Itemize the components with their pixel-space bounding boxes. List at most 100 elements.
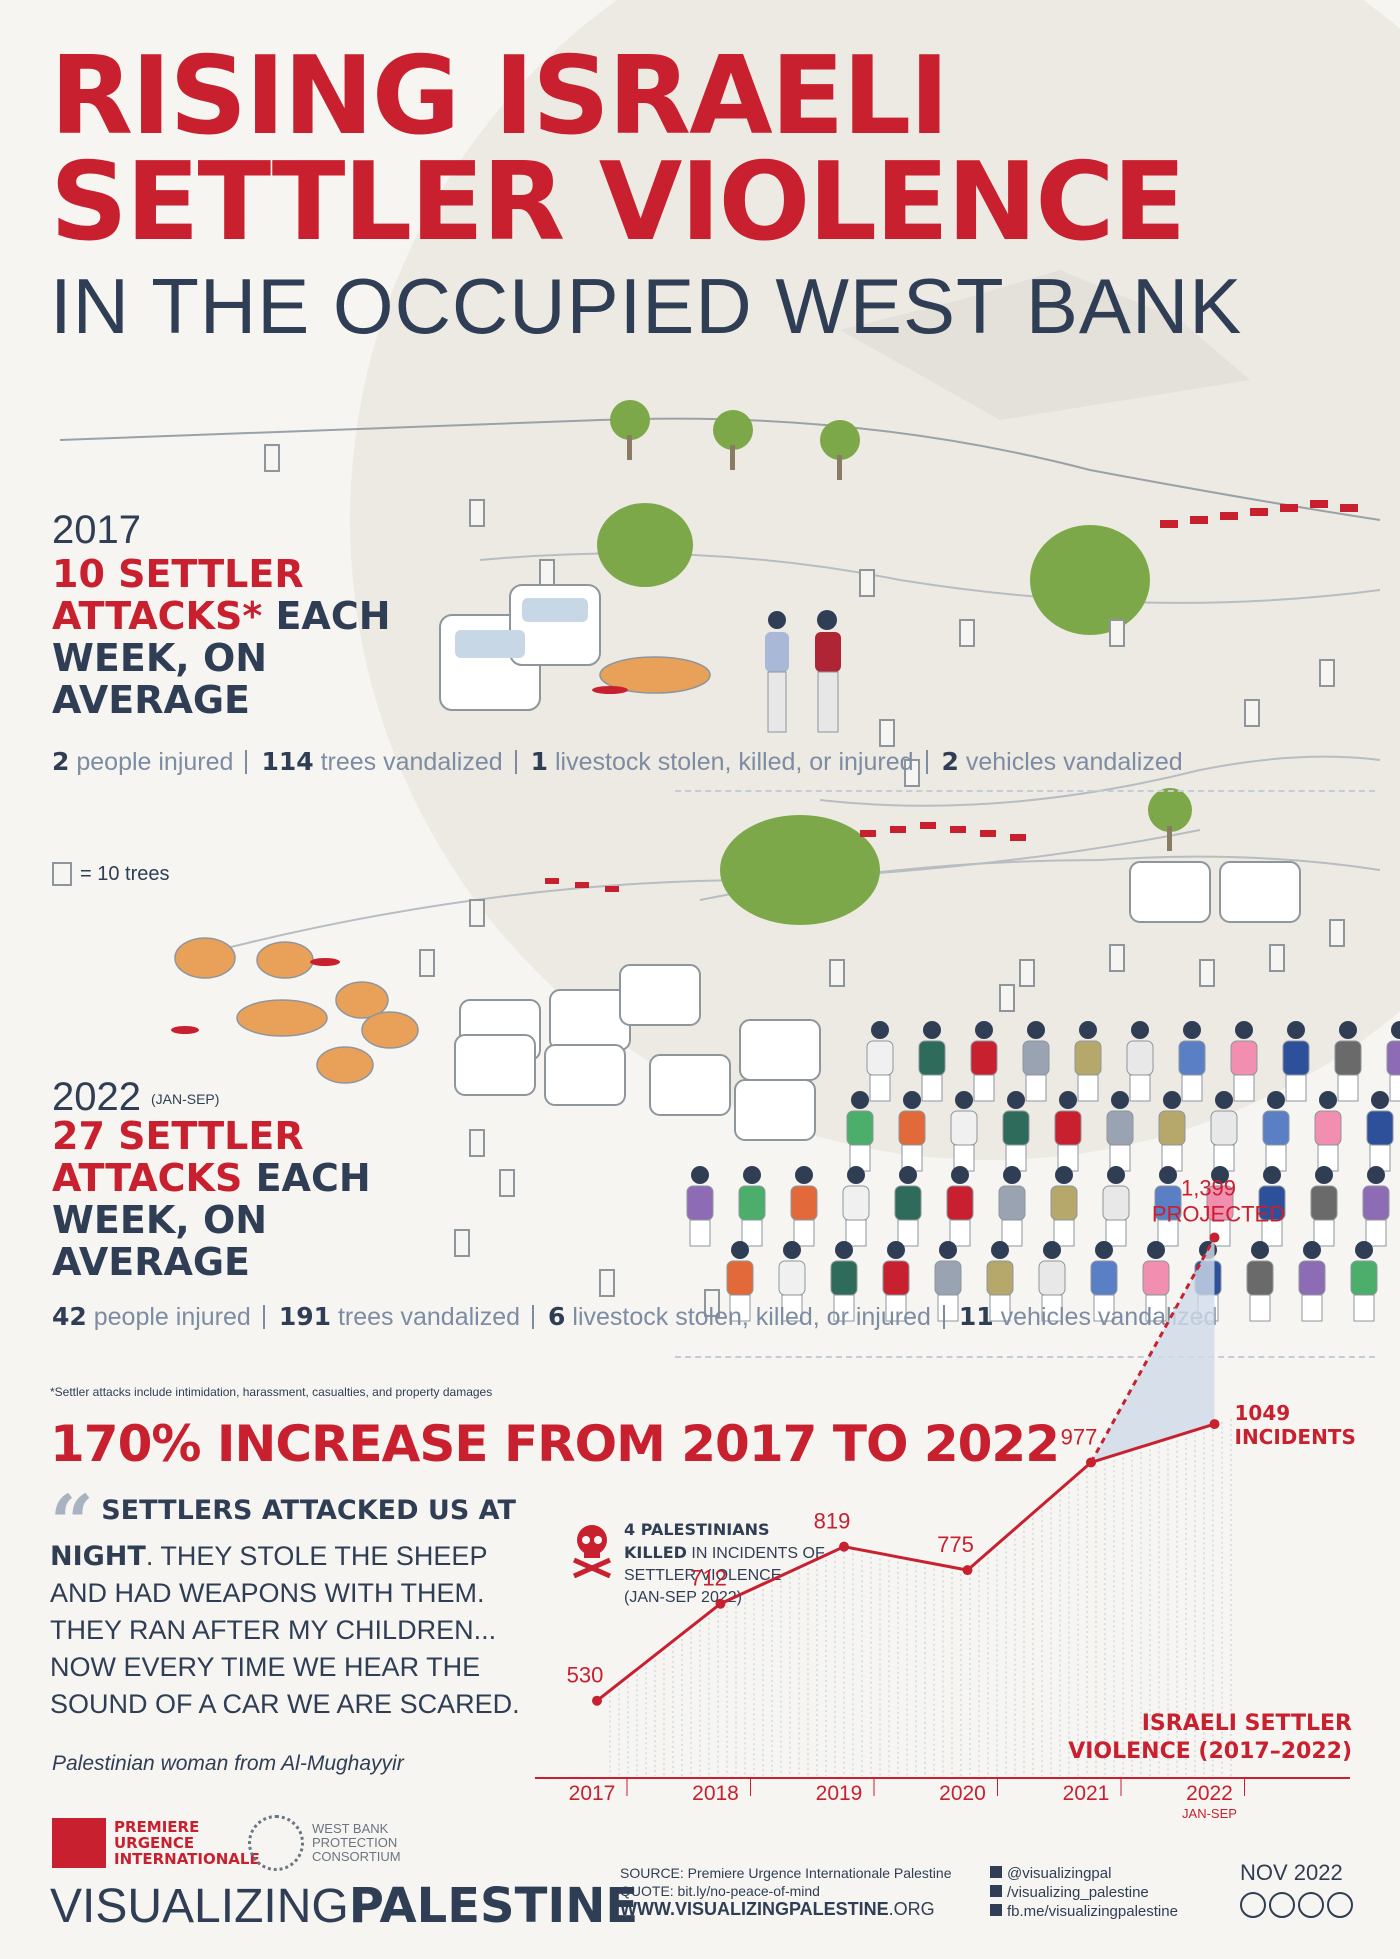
data-point-2019 [839,1541,849,1552]
stats-2017: 2 people injured 114 trees vandalized 1 … [52,749,1209,775]
person-legs [1041,1294,1063,1322]
value-label-2017: 530 [567,1663,604,1688]
wbpc-name: WEST BANK PROTECTION CONSORTIUM [312,1821,401,1864]
person-head [783,1241,801,1259]
stat-livestock: 6 livestock stolen, killed, or injured [548,1304,945,1330]
person-legs [1105,1219,1127,1247]
x-note-label: JAN-SEP [1182,1806,1237,1821]
person-head [923,1021,941,1039]
stat-trees-vandalized: 191 trees vandalized [279,1304,535,1330]
person-head [1055,1166,1073,1184]
person-head [1043,1241,1061,1259]
person-head [951,1166,969,1184]
person-legs [1181,1074,1203,1102]
tree-legend: = 10 trees [52,862,170,886]
person-head [1267,1091,1285,1109]
person-head [1367,1166,1385,1184]
person-head [939,1241,957,1259]
person-head [1303,1241,1321,1259]
person-legs [1077,1074,1099,1102]
people-2017 [765,610,841,733]
skull-icon [570,1522,614,1582]
person-legs [1365,1219,1387,1247]
data-point-2017 [592,1695,602,1706]
headline-2017-navy: EACH WEEK, ON AVERAGE [52,594,391,722]
person-legs [1157,1219,1179,1247]
brand-bold: PALESTINE [348,1878,639,1934]
quote-rest: . THEY STOLE THE SHEEP AND HAD WEAPONS W… [50,1541,520,1719]
person-head [1159,1166,1177,1184]
person-head [691,1166,709,1184]
title-line-2: SETTLER VIOLENCE [50,140,1186,265]
value-label-2021: 977 [1061,1424,1098,1449]
person-legs [1053,1219,1075,1247]
person-head [847,1166,865,1184]
person-legs [885,1294,907,1322]
person-head [1319,1091,1337,1109]
person-head [731,1241,749,1259]
x-tick-2017: 2017 [569,1782,616,1805]
tree-legend-label: = 10 trees [80,862,170,885]
chart-grid [609,1418,1232,1776]
tree-group-top [597,400,1192,925]
cc-icon [1240,1892,1266,1918]
series-line [596,1422,1215,1702]
website-link[interactable]: WWW.VISUALIZINGPALESTINE.ORG [620,1899,935,1919]
data-point-2020 [962,1565,973,1576]
person-head [1371,1091,1389,1109]
projected-value-label: 1,399 [1181,1176,1236,1201]
person-legs [741,1219,763,1247]
x-tick-2021: 2021 [1063,1782,1110,1805]
x-tick-2020: 2020 [939,1782,986,1805]
value-label-2018: 712 [690,1566,727,1591]
person-head [1111,1091,1129,1109]
person-head [903,1091,921,1109]
headline-2022-navy: EACH WEEK, ON AVERAGE [52,1156,371,1284]
title-line-1: RISING ISRAELI [50,34,949,159]
instagram-icon [990,1885,1002,1897]
chart-title: ISRAELI SETTLER VIOLENCE (2017–2022) [1068,1711,1352,1764]
car-windows [455,598,588,658]
data-point-2021 [1086,1457,1096,1468]
person-head [1059,1091,1077,1109]
social-block: @visualizingpal /visualizing_palestine f… [990,1864,1178,1921]
person-head [1287,1021,1305,1039]
person-legs [949,1219,971,1247]
person-legs [1261,1219,1283,1247]
person-legs [1285,1074,1307,1102]
person-legs [1001,1219,1023,1247]
headline-2017-red: 10 SETTLER ATTACKS* [52,552,304,638]
blood [171,686,628,1034]
x-tick-2022: 2022 [1186,1782,1233,1805]
person-head [1095,1241,1113,1259]
quote-bold: SETTLERS ATTACKED US AT NIGHT [50,1495,516,1572]
person-head [1183,1021,1201,1039]
killed-line-2-rest: IN INCIDENTS OF [686,1545,825,1562]
person-head [1263,1166,1281,1184]
facebook-link[interactable]: fb.me/visualizingpalestine [990,1902,1178,1921]
year-2017: 2017 [52,508,141,552]
date-label: NOV 2022 [1240,1860,1343,1885]
value-label-2020: 775 [937,1532,974,1557]
person-legs [921,1074,943,1102]
killed-note: 4 PALESTINIANS KILLED IN INCIDENTS OF SE… [624,1519,825,1609]
person-head [1079,1021,1097,1039]
person-legs [689,1219,711,1247]
person-legs [1389,1074,1400,1102]
twitter-link[interactable]: @visualizingpal [990,1864,1178,1883]
person-head [899,1166,917,1184]
person-head [1211,1166,1229,1184]
title-line-3: IN THE OCCUPIED WEST BANK [50,262,1243,350]
person-head [1107,1166,1125,1184]
person-legs [897,1219,919,1247]
instagram-link[interactable]: /visualizing_palestine [990,1883,1178,1902]
killed-line-1: 4 PALESTINIANS [624,1520,770,1539]
settlement-top [1160,500,1358,528]
killed-line-2-bold: KILLED [624,1543,687,1562]
quote-link[interactable]: QUOTE: bit.ly/no-peace-of-mind [620,1883,820,1899]
twitter-icon [990,1866,1002,1878]
sheep [174,656,711,1084]
year-2022-value: 2022 [52,1075,141,1119]
person-legs [729,1294,751,1322]
